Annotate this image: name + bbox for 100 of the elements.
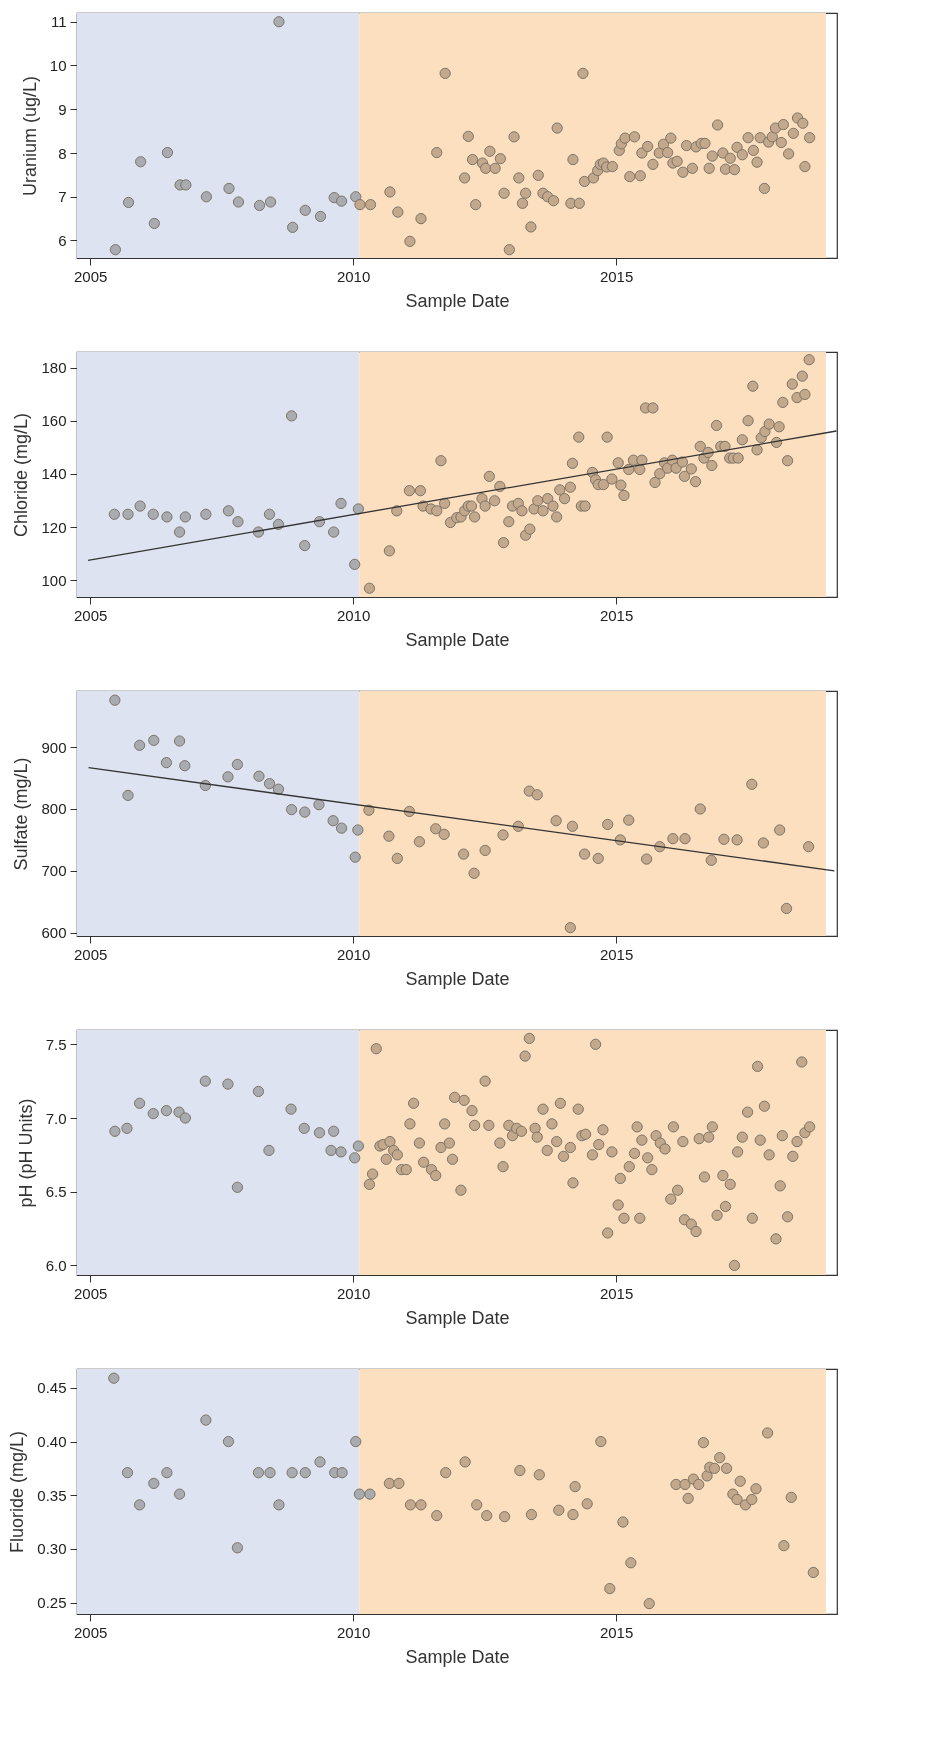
x-axis-title: Sample Date (405, 1307, 510, 1328)
point (701, 1470, 713, 1482)
point (802, 841, 815, 853)
y-tick-label: 7 (58, 188, 67, 206)
point (363, 804, 375, 816)
point (581, 1498, 593, 1510)
point (109, 244, 122, 256)
point (335, 1146, 347, 1158)
point (173, 1106, 185, 1118)
point (623, 814, 635, 826)
point (757, 837, 769, 849)
y-tick-label: 11 (50, 13, 67, 31)
point (352, 1140, 365, 1152)
point (352, 503, 365, 515)
y-axis-title: Chloride (mg/L) (11, 412, 32, 538)
x-axis-title: Sample Date (405, 629, 510, 650)
point (273, 16, 285, 28)
point (459, 1456, 471, 1468)
point (252, 1085, 265, 1098)
point (173, 735, 186, 747)
point (314, 210, 327, 223)
point (287, 221, 299, 233)
x-axis-title: Sample Date (405, 968, 510, 989)
point (625, 1557, 637, 1569)
point (147, 508, 159, 520)
point (525, 1508, 538, 1521)
point (264, 1467, 276, 1479)
x-tick-label: 2005 (73, 945, 108, 963)
point (391, 852, 403, 865)
y-tick-label: 10 (49, 57, 67, 74)
point (299, 539, 311, 552)
point (807, 1566, 819, 1579)
point (569, 1481, 581, 1493)
point (161, 511, 173, 523)
point (252, 1467, 265, 1479)
point (325, 1144, 337, 1157)
point (602, 818, 614, 831)
point (746, 1493, 758, 1506)
point (335, 822, 348, 834)
point (349, 558, 361, 570)
point (705, 854, 717, 866)
point (285, 410, 298, 422)
point (595, 1435, 607, 1448)
x-tick-label: 2005 (73, 267, 108, 285)
point (550, 815, 562, 827)
y-tick-label: 6.5 (45, 1183, 67, 1201)
point (253, 770, 265, 782)
point (750, 1483, 762, 1495)
y-tick-label: 120 (41, 518, 67, 536)
y-tick-label: 800 (41, 800, 67, 818)
point (133, 739, 146, 751)
point (531, 789, 543, 801)
point (498, 1511, 511, 1523)
point (122, 196, 135, 209)
point (148, 1477, 160, 1490)
point (514, 1464, 526, 1477)
point (774, 824, 786, 836)
point (200, 1414, 212, 1426)
point (328, 526, 340, 538)
y-tick-label: 8 (58, 144, 67, 162)
point (746, 778, 758, 790)
point (231, 758, 244, 771)
point (232, 196, 245, 208)
y-tick-label: 6 (58, 232, 67, 249)
point (617, 1516, 629, 1528)
point (179, 1112, 191, 1124)
point (383, 1477, 396, 1490)
point (481, 1509, 493, 1522)
point (604, 1582, 616, 1595)
point (335, 195, 348, 207)
point (336, 1467, 348, 1479)
point (592, 852, 604, 865)
point (413, 836, 426, 848)
point (173, 526, 186, 538)
point (179, 511, 191, 523)
y-tick-label: 140 (41, 465, 67, 483)
point (643, 1597, 655, 1610)
point (231, 1542, 244, 1554)
point (328, 1125, 340, 1137)
x-tick-label: 2005 (73, 1284, 108, 1302)
point (108, 508, 120, 520)
point (566, 820, 579, 832)
point (457, 848, 470, 860)
point (173, 1488, 186, 1500)
point (761, 1427, 774, 1439)
point (299, 806, 311, 818)
point (313, 1127, 326, 1139)
y-tick-label: 900 (41, 738, 67, 756)
point (285, 803, 298, 816)
point (780, 902, 793, 915)
point (471, 1499, 483, 1511)
point (679, 833, 691, 845)
point (314, 1456, 326, 1468)
y-tick-label: 7.5 (45, 1035, 67, 1053)
point (670, 1478, 682, 1491)
point (121, 1467, 134, 1479)
point (122, 508, 134, 520)
point (564, 922, 576, 934)
y-tick-label: 600 (41, 924, 67, 942)
x-axis-title: Sample Date (405, 1646, 510, 1667)
